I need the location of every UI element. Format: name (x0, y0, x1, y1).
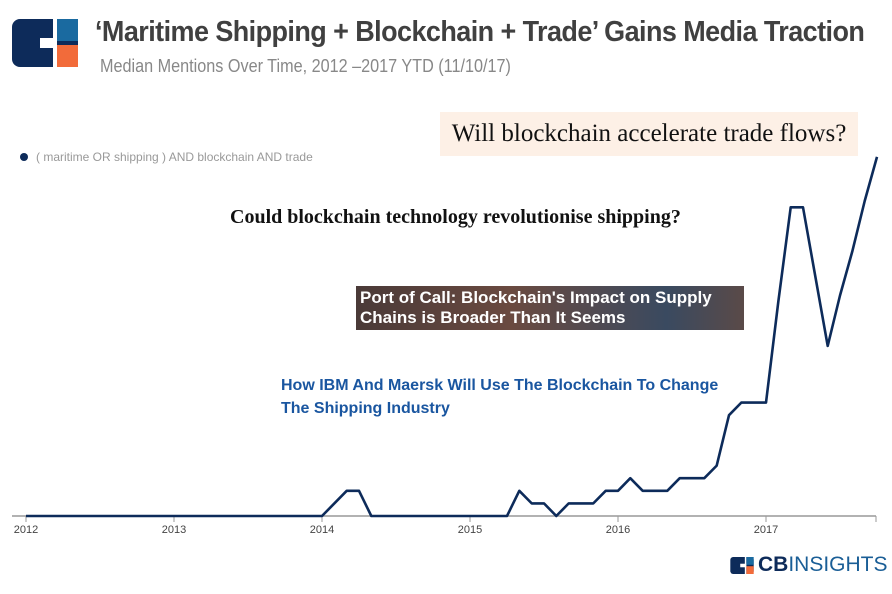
x-tick-label: 2016 (606, 524, 630, 536)
legend: ( maritime OR shipping ) AND blockchain … (20, 150, 313, 164)
annotation-headline: Could blockchain technology revolutionis… (230, 206, 681, 228)
brand-insights: INSIGHTS (788, 553, 888, 576)
brand-cb: CB (758, 553, 789, 576)
x-tick-label: 2017 (754, 524, 778, 536)
annotation-headline: Port of Call: Blockchain's Impact on Sup… (356, 286, 744, 330)
legend-label: ( maritime OR shipping ) AND blockchain … (36, 150, 313, 164)
x-tick-label: 2013 (162, 524, 186, 536)
x-tick-label: 2014 (310, 524, 334, 536)
chart-title: ‘Maritime Shipping + Blockchain + Trade’… (95, 16, 865, 48)
annotation-headline: How IBM And Maersk Will Use The Blockcha… (281, 377, 719, 417)
x-tick-label: 2015 (458, 524, 482, 536)
annotation-headline: Will blockchain accelerate trade flows? (440, 112, 858, 156)
brand-footer: CBINSIGHTS (730, 553, 888, 577)
x-tick-label: 2012 (14, 524, 38, 536)
legend-marker (20, 153, 28, 161)
chart-subtitle: Median Mentions Over Time, 2012 –2017 YT… (100, 56, 511, 76)
cb-insights-logo (12, 19, 78, 67)
cb-insights-logo-small (730, 556, 754, 574)
